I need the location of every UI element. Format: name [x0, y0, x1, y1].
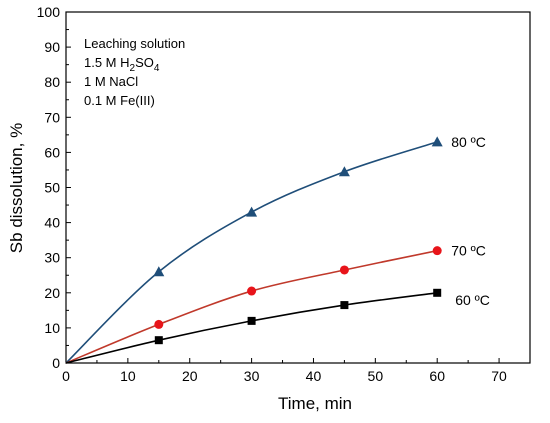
y-tick-label: 20 [44, 285, 60, 301]
y-tick-label: 100 [37, 4, 61, 20]
annotation-line: 0.1 M Fe(III) [84, 93, 155, 108]
circle-marker [154, 319, 164, 329]
y-tick-label: 80 [44, 74, 60, 90]
circle-marker [432, 246, 442, 256]
x-tick-label: 40 [306, 368, 322, 384]
x-tick-label: 20 [182, 368, 198, 384]
y-tick-label: 10 [44, 320, 60, 336]
square-marker [340, 301, 349, 310]
triangle-marker [153, 266, 165, 277]
x-tick-label: 0 [62, 368, 70, 384]
series-curve [65, 292, 438, 364]
axes-group: 0 10 20 30 40 50 60 70 0 10 20 30 40 50 60 70 80 90 100 [37, 4, 531, 384]
markers-group [153, 136, 443, 345]
y-tick-label: 40 [44, 215, 60, 231]
annotation-line: 1 M NaCl [84, 74, 138, 89]
annotation-line: 1.5 M H2SO4 [84, 55, 160, 74]
triangle-marker [338, 166, 350, 177]
y-tick-label: 30 [44, 250, 60, 266]
square-marker [247, 316, 256, 325]
series-label: 70 ºC [451, 243, 486, 259]
y-tick-label: 70 [44, 109, 60, 125]
x-tick-label: 50 [368, 368, 384, 384]
curves-group [65, 141, 438, 364]
x-axis-title: Time, min [278, 394, 352, 413]
circle-marker [339, 265, 349, 275]
x-tick-label: 70 [491, 368, 507, 384]
y-axis-title: Sb dissolution, % [7, 123, 26, 253]
circle-marker [247, 286, 257, 296]
y-tick-label: 90 [44, 39, 60, 55]
labels-group: 80 ºC 70 ºC 60 ºC [451, 134, 490, 308]
triangle-marker [246, 206, 258, 217]
series-label: 80 ºC [451, 134, 486, 150]
y-tick-label: 50 [44, 180, 60, 196]
y-tick-label: 0 [52, 355, 60, 371]
annotation-line: Leaching solution [84, 36, 185, 51]
x-tick-label: 10 [120, 368, 136, 384]
triangle-marker [431, 136, 443, 147]
square-marker [154, 336, 163, 345]
series-label: 60 ºC [455, 292, 490, 308]
x-tick-label: 60 [429, 368, 445, 384]
square-marker [433, 288, 442, 297]
y-tick-label: 60 [44, 144, 60, 160]
series-curve [65, 141, 438, 364]
x-tick-label: 30 [244, 368, 260, 384]
